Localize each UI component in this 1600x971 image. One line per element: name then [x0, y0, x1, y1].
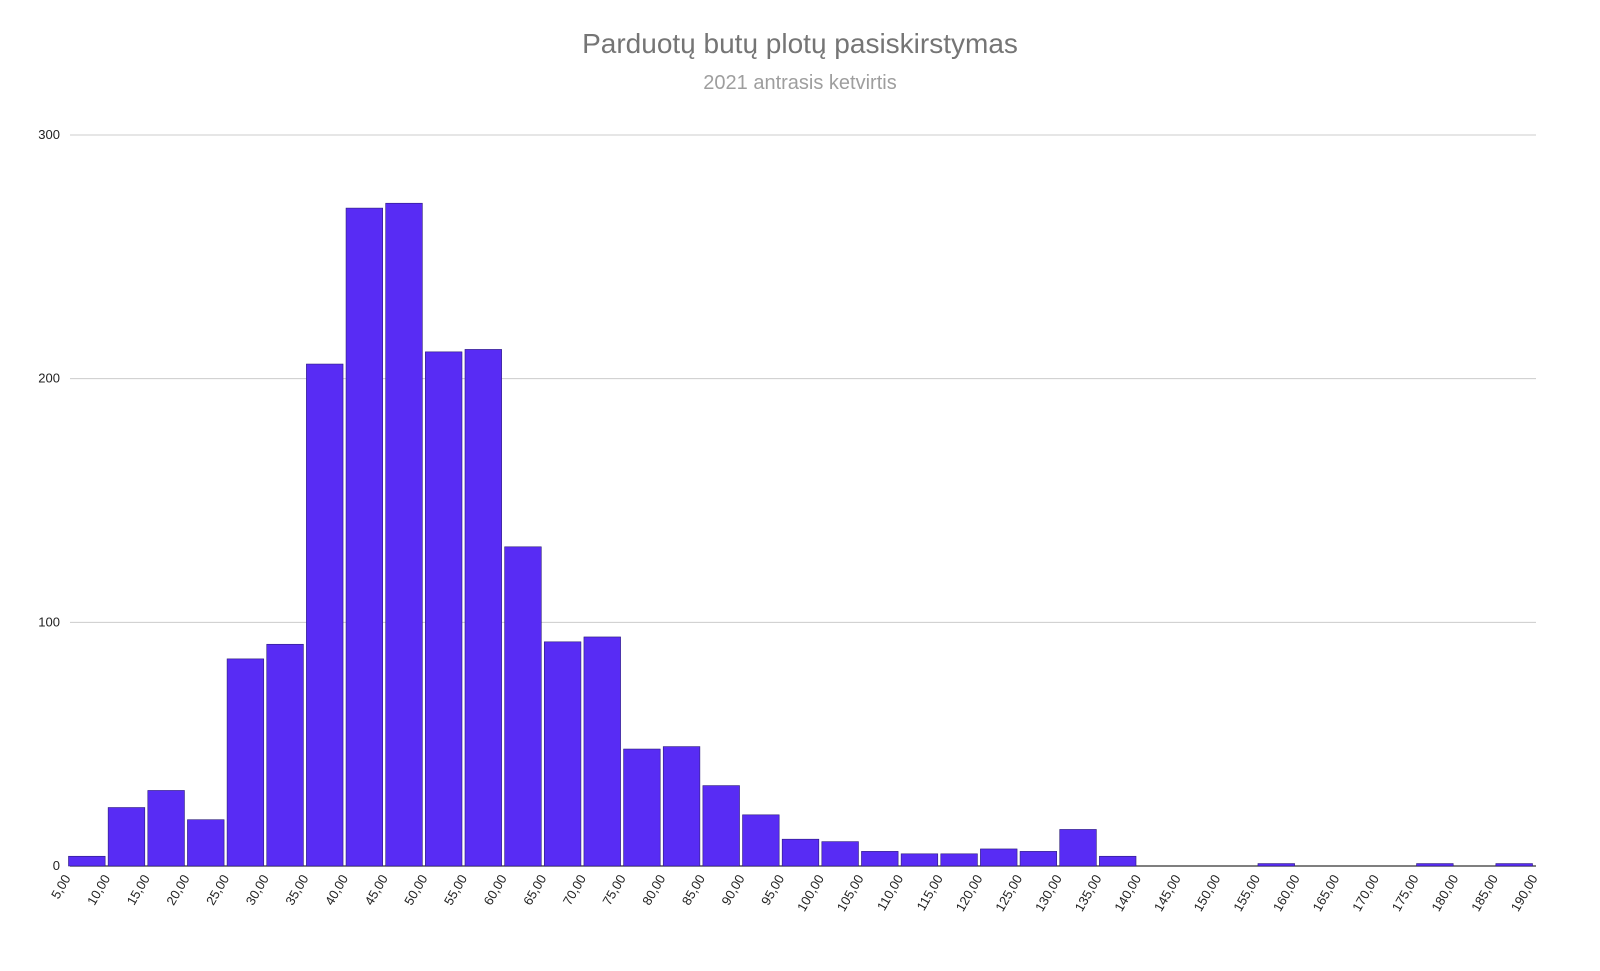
y-tick-label: 300 [38, 127, 60, 142]
histogram-bar [226, 658, 265, 867]
x-tick-label: 40,00 [322, 872, 351, 908]
histogram-bar [662, 746, 701, 867]
x-tick-label: 115,00 [913, 872, 945, 913]
histogram-bar [623, 748, 661, 867]
x-tick-label: 160,00 [1270, 872, 1303, 914]
x-tick-label: 150,00 [1191, 872, 1224, 914]
x-tick-label: 45,00 [362, 872, 391, 908]
histogram-bar [1019, 851, 1058, 867]
histogram-bar [742, 814, 780, 867]
x-tick-label: 80,00 [639, 872, 668, 908]
x-tick-label: 65,00 [520, 872, 549, 908]
x-tick-label: 10,00 [84, 872, 113, 908]
x-tick-label: 175,00 [1389, 872, 1422, 914]
histogram-bar [385, 202, 423, 867]
histogram-bar [345, 207, 383, 867]
x-tick-label: 70,00 [560, 872, 589, 908]
x-tick-label: 50,00 [401, 872, 430, 908]
bars [68, 202, 1533, 867]
histogram-bar [1059, 829, 1097, 867]
y-tick-label: 100 [38, 614, 60, 629]
x-tick-label: 90,00 [718, 872, 747, 908]
x-tick-label: 190,00 [1508, 872, 1541, 914]
histogram-bar [1099, 855, 1137, 867]
histogram-bar [107, 807, 146, 867]
x-tick-label: 20,00 [163, 872, 192, 908]
histogram-bar [543, 641, 582, 867]
histogram-bar [147, 790, 185, 867]
x-tick-label: 15,00 [124, 872, 153, 908]
histogram-bar [266, 643, 304, 867]
histogram-bar [1257, 863, 1295, 867]
x-tick-label: 105,00 [834, 872, 867, 914]
x-axis-ticks: 5,00 10,00 15,00 20,00 25,00 30,00 35,00 40,00 4… [48, 872, 1541, 914]
histogram-bar [187, 819, 225, 867]
histogram-bar [781, 838, 820, 867]
x-tick-label: 100,00 [794, 872, 827, 914]
x-tick-label: 125,00 [992, 872, 1025, 914]
y-axis-ticks: 0 100 200 300 [38, 127, 60, 873]
histogram-bar [1495, 863, 1533, 867]
x-tick-label: 120,00 [953, 872, 986, 914]
histogram-bar [583, 636, 621, 867]
x-tick-label: 5,00 [48, 872, 74, 901]
y-tick-label: 0 [53, 858, 60, 873]
x-tick-label: 170,00 [1349, 872, 1382, 914]
histogram-bar [702, 785, 740, 867]
x-tick-label: 30,00 [243, 872, 272, 908]
histogram-bar [68, 855, 106, 867]
x-tick-label: 155,00 [1230, 872, 1263, 914]
histogram-bar [821, 841, 859, 867]
x-tick-label: 130,00 [1032, 872, 1065, 914]
x-tick-label: 35,00 [282, 872, 311, 908]
y-tick-label: 200 [38, 371, 60, 386]
x-tick-label: 180,00 [1428, 872, 1461, 914]
x-tick-label: 145,00 [1151, 872, 1184, 914]
histogram-bar [504, 546, 542, 867]
histogram-bar [464, 349, 502, 867]
x-tick-label: 95,00 [758, 872, 787, 908]
x-tick-label: 60,00 [480, 872, 509, 908]
x-tick-label: 25,00 [203, 872, 232, 908]
histogram-bar [900, 853, 939, 867]
x-tick-label: 55,00 [441, 872, 470, 908]
x-tick-label: 140,00 [1111, 872, 1144, 914]
x-tick-label: 75,00 [599, 872, 628, 908]
x-tick-label: 165,00 [1309, 872, 1342, 914]
x-tick-label: 85,00 [679, 872, 708, 908]
histogram-bar [861, 851, 899, 867]
histogram-bar [940, 853, 978, 867]
x-tick-label: 110,00 [874, 872, 906, 913]
x-tick-label: 135,00 [1072, 872, 1105, 914]
chart-title: Parduotų butų plotų pasiskirstymas [582, 28, 1018, 59]
histogram-bar [425, 351, 463, 867]
histogram-bar [980, 848, 1018, 867]
chart-subtitle: 2021 antrasis ketvirtis [703, 72, 897, 94]
histogram-bar [1416, 863, 1454, 867]
histogram-bar [306, 363, 344, 867]
x-tick-label: 185,00 [1468, 872, 1501, 914]
